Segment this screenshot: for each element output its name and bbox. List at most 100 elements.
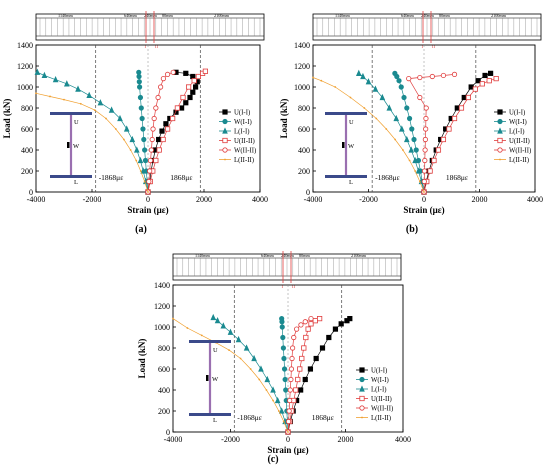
inset-label-L: L (213, 417, 217, 424)
y-tick-label: 1400 (17, 41, 33, 50)
axes: -4000 -2000 0 2000 4000 0 200 400 600 800 1000 1200… (2, 41, 268, 215)
point-uii-13 (487, 70, 494, 76)
point-wiiii-3 (422, 157, 428, 164)
point-wiiii-14 (451, 71, 458, 78)
y-axis-title: Load (kN) (137, 339, 147, 379)
beam-dimension-label: 640mm (124, 13, 138, 18)
series-wiiii (145, 69, 176, 195)
series-liiii (312, 76, 425, 193)
point-wiiii-10 (158, 84, 164, 90)
point-lii-4 (133, 146, 140, 153)
y-tick-label: 1400 (294, 41, 310, 50)
point-uiiii-11 (308, 321, 314, 327)
threshold-label-negative: -1868με (375, 173, 400, 182)
section-inset: U W L (189, 340, 231, 424)
point-lii-13 (52, 75, 59, 83)
legend-label: W(I-I) (371, 377, 389, 384)
point-lii-5 (403, 135, 410, 143)
point-uiiii-9 (180, 94, 186, 101)
y-tick-label: 200 (21, 167, 33, 176)
inset-label-U: U (74, 119, 79, 126)
point-liiii-10 (200, 334, 203, 337)
y-tick-label: 600 (158, 365, 170, 374)
point-wiiii-5 (149, 136, 155, 143)
x-tick-label: -4000 (164, 435, 183, 444)
point-uiiii-12 (312, 318, 318, 324)
inset-top-flange (50, 112, 92, 115)
beam-dimension-label: 640mm (401, 13, 415, 18)
point-uiiii-5 (295, 376, 301, 383)
legend-label: L(I-I) (234, 129, 249, 136)
point-liiii-1 (418, 180, 421, 183)
point-wii-9 (401, 94, 407, 101)
point-uii-legend0 (359, 367, 365, 373)
point-wii-12 (279, 316, 285, 322)
point-lii-12 (214, 317, 221, 324)
inset-web-gauge (67, 142, 70, 148)
point-lii-legend2 (359, 385, 365, 392)
point-liiii-8 (93, 109, 96, 111)
beam-dimension-label: 1140mm (195, 253, 210, 258)
inset-bottom-flange (325, 175, 367, 178)
y-tick-label: 1200 (154, 302, 170, 311)
legend-label: W(I-I) (509, 119, 527, 126)
section-label-II: II (292, 284, 295, 289)
legend: U(I-I) W(I-I) L(I-I) U(II-II) W(II-II) L(II-I… (494, 109, 531, 164)
point-lii-10 (86, 91, 93, 98)
point-liiii-4 (402, 149, 404, 151)
point-uiiii-3 (431, 157, 437, 164)
point-uii-4 (298, 387, 304, 393)
y-tick-label: 800 (158, 344, 170, 353)
point-lii-13 (210, 313, 217, 321)
inset-top-flange (325, 112, 367, 115)
legend-label: L(II-II) (371, 415, 391, 422)
point-wiiii-11 (298, 322, 304, 328)
beam-dimension-label: 2100mm (214, 13, 230, 18)
point-wii-8 (280, 345, 286, 351)
point-wiiii-1 (285, 418, 292, 425)
point-uiiii-11 (479, 81, 485, 87)
point-wiiii-7 (289, 355, 295, 362)
point-uii-14 (192, 84, 199, 90)
point-wiiii-5 (288, 376, 294, 383)
beam-dimension-label: 1140mm (335, 13, 350, 18)
point-liiii-9 (349, 96, 352, 99)
y-tick-label: 600 (21, 125, 33, 134)
section-inset: U W L (325, 112, 367, 186)
point-lii-7 (251, 354, 257, 362)
point-lii-3 (412, 156, 418, 164)
beam-dimension-label: 640mm (261, 253, 275, 258)
point-liiii-1 (282, 420, 285, 423)
y-tick-label: 600 (298, 125, 310, 134)
series-wiiii (406, 71, 458, 195)
point-uiiii-6 (164, 126, 171, 132)
series-line (138, 72, 149, 193)
point-uii-12 (482, 72, 488, 79)
inset-bottom-flange (50, 175, 92, 178)
point-uiiii-legend3 (497, 137, 503, 144)
point-uiiii-8 (174, 105, 180, 111)
point-lii-14 (41, 71, 48, 79)
section-label-II: II (432, 44, 435, 49)
y-tick-label: 1200 (17, 62, 33, 71)
beam-dimension-label: 80mm (439, 13, 450, 18)
point-wiiii-12 (165, 71, 171, 78)
point-wiiii-6 (150, 126, 156, 132)
point-uiiii-7 (451, 115, 458, 122)
point-liiii-0 (287, 431, 289, 433)
point-liiii-3 (135, 159, 138, 162)
point-uiiii-7 (170, 115, 176, 122)
x-tick-label: 4000 (527, 195, 543, 204)
series-liiii (35, 92, 149, 193)
point-lii-legend2 (222, 127, 228, 134)
threshold-label-positive: 1868με (170, 173, 192, 182)
point-wiiii-4 (148, 147, 154, 153)
x-tick-label: -2000 (83, 195, 102, 204)
point-wii-6 (281, 366, 288, 372)
point-liiii-0 (423, 191, 425, 193)
point-liiii-6 (249, 368, 252, 370)
y-tick-label: 1000 (154, 323, 170, 332)
point-lii-2 (415, 167, 422, 174)
series-wiiii (285, 316, 314, 435)
